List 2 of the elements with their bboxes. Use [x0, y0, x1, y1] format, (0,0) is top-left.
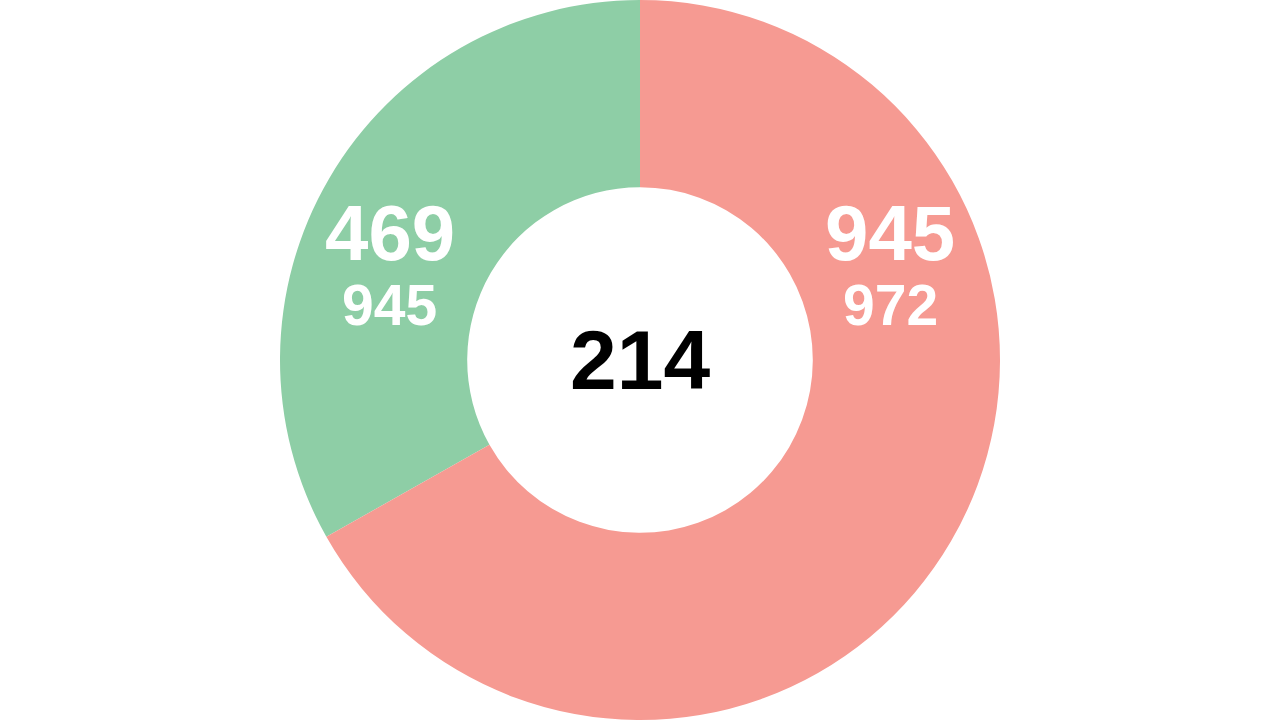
text: 214 — [570, 313, 711, 407]
donut-slice — [326, 0, 1000, 720]
